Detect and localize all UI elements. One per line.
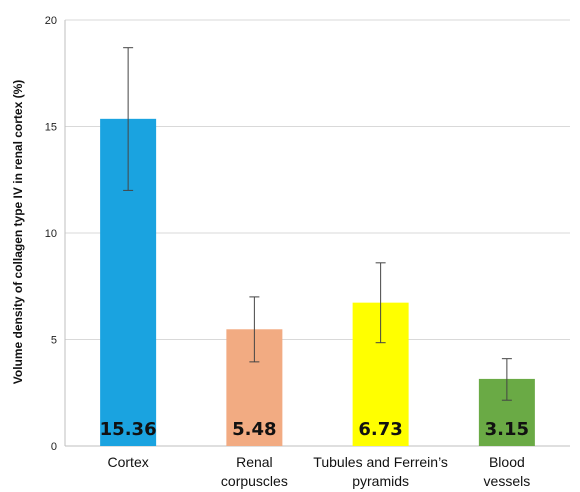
error-bars xyxy=(123,47,512,401)
x-category-label: Cortex xyxy=(108,454,149,470)
x-category-label: Blood vessels xyxy=(484,454,531,489)
bar-value-label: 6.73 xyxy=(358,419,402,440)
data-labels: 15.36 5.48 6.73 3.15 xyxy=(100,419,529,440)
x-category-label: Renal corpuscles xyxy=(221,454,288,489)
y-tick-label: 15 xyxy=(45,122,57,134)
x-axis-labels: Cortex Renal corpuscles Tubules and Ferrein… xyxy=(108,454,531,489)
bar-value-label: 3.15 xyxy=(485,419,529,440)
bars xyxy=(100,118,535,446)
y-tick-label: 0 xyxy=(51,441,57,453)
y-tick-label: 5 xyxy=(51,335,57,347)
bar-value-label: 15.36 xyxy=(100,419,157,440)
y-tick-label: 20 xyxy=(45,15,57,27)
x-category-label: Tubules and Ferrein’s pyramids xyxy=(313,454,448,489)
y-axis-label: Volume density of collagen type IV in re… xyxy=(11,80,25,385)
y-tick-label: 10 xyxy=(45,228,57,240)
bar-value-label: 5.48 xyxy=(232,419,276,440)
